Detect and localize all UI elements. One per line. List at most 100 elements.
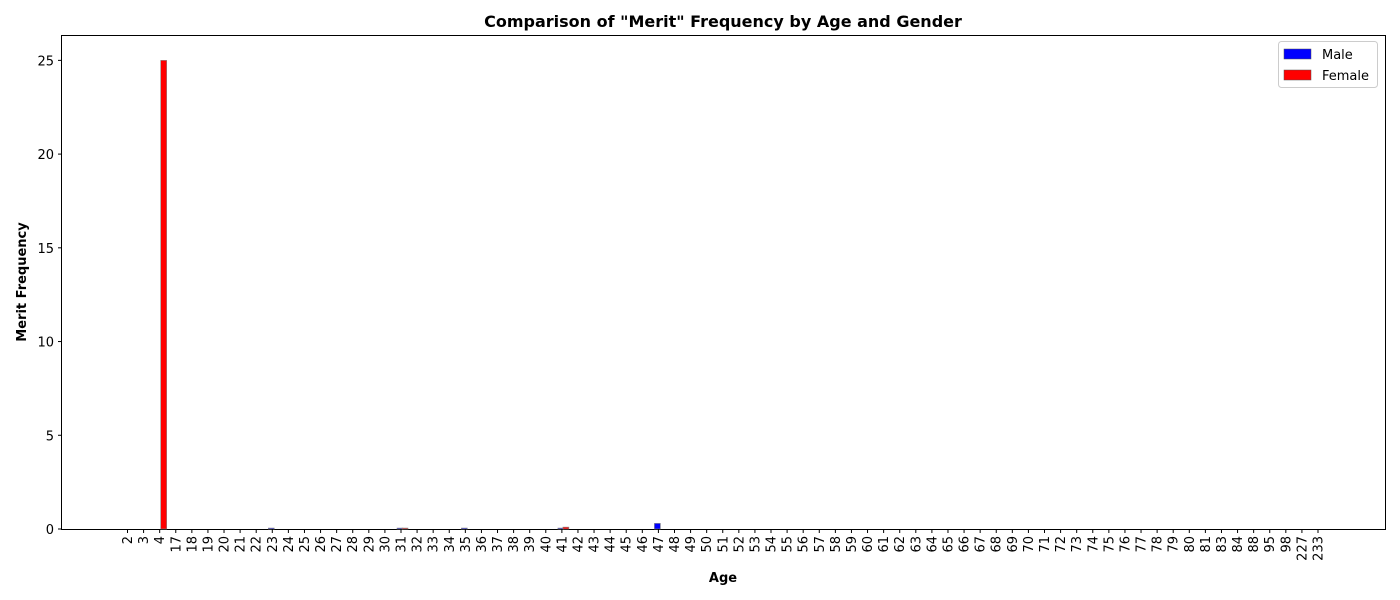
x-tick-label: 39 [523, 536, 538, 553]
legend-swatch-male [1283, 48, 1312, 60]
x-tick-label: 84 [1231, 536, 1246, 553]
x-tick-label: 61 [877, 536, 892, 553]
x-tick-label: 74 [1086, 536, 1101, 553]
x-tick-label: 38 [507, 536, 522, 553]
y-tick-label: 5 [46, 429, 54, 444]
x-tick-label: 233 [1312, 536, 1327, 561]
bar-male-47 [654, 523, 661, 530]
y-tick-label: 10 [37, 336, 54, 351]
plot-area [61, 35, 1386, 530]
legend-label-male: Male [1322, 48, 1353, 63]
x-tick-label: 32 [411, 536, 426, 553]
bar-female-4 [160, 60, 167, 530]
bar-female-31 [401, 527, 409, 530]
x-tick-label: 28 [346, 536, 361, 553]
legend-swatch-female [1283, 69, 1312, 81]
x-tick-label: 63 [909, 536, 924, 553]
x-tick-label: 26 [314, 536, 329, 553]
x-tick-label: 19 [201, 536, 216, 553]
x-tick-label: 20 [218, 536, 233, 553]
x-tick-label: 27 [330, 536, 345, 553]
y-axis: 0 5 10 15 20 25 [37, 54, 62, 538]
x-tick-label: 29 [362, 536, 377, 553]
x-tick-label: 31 [394, 536, 409, 553]
x-tick-label: 56 [797, 536, 812, 553]
x-tick-label: 3 [137, 536, 152, 544]
y-axis-label: Merit Frequency [15, 222, 30, 342]
x-tick-label: 227 [1295, 536, 1310, 561]
chart-title: Comparison of "Merit" Frequency by Age a… [484, 12, 962, 31]
bar-male-23 [267, 527, 275, 530]
x-tick-label: 51 [716, 536, 731, 553]
x-tick-label: 73 [1070, 536, 1085, 553]
x-tick-label: 37 [491, 536, 506, 553]
x-tick-label: 69 [1006, 536, 1021, 553]
bar-male-35 [461, 527, 468, 530]
x-tick-label: 62 [893, 536, 908, 553]
x-tick-label: 48 [668, 536, 683, 553]
x-tick-label: 81 [1199, 536, 1214, 553]
x-tick-label: 24 [282, 536, 297, 553]
x-tick-label: 33 [427, 536, 442, 553]
x-tick-label: 53 [748, 536, 763, 553]
x-tick-label: 45 [620, 536, 635, 553]
x-tick-label: 70 [1022, 536, 1037, 553]
x-axis-label: Age [709, 571, 737, 586]
x-tick-label: 57 [813, 536, 828, 553]
x-tick-label: 49 [684, 536, 699, 553]
x-tick-label: 60 [861, 536, 876, 553]
x-tick-label: 75 [1102, 536, 1117, 553]
x-tick-label: 46 [636, 536, 651, 553]
y-tick-label: 25 [37, 54, 54, 69]
x-tick-label: 98 [1279, 536, 1294, 553]
x-tick-label: 44 [604, 536, 619, 553]
y-tick-label: 20 [37, 148, 54, 163]
x-tick-label: 72 [1054, 536, 1069, 553]
legend-label-female: Female [1322, 69, 1369, 84]
x-tick-label: 78 [1151, 536, 1166, 553]
y-tick-label: 0 [46, 523, 54, 538]
x-tick-label: 95 [1263, 536, 1278, 553]
x-tick-label: 43 [588, 536, 603, 553]
x-tick-label: 23 [266, 536, 281, 553]
x-tick-label: 50 [700, 536, 715, 553]
x-tick-label: 40 [539, 536, 554, 553]
x-tick-label: 18 [185, 536, 200, 553]
x-tick-label: 83 [1215, 536, 1230, 553]
x-tick-label: 4 [153, 536, 168, 544]
x-tick-label: 76 [1118, 536, 1133, 553]
bars-group [160, 60, 661, 530]
x-tick-label: 64 [925, 536, 940, 553]
x-tick-label: 47 [652, 536, 667, 553]
x-tick-label: 2 [121, 536, 136, 544]
x-tick-label: 25 [298, 536, 313, 553]
x-tick-label: 36 [475, 536, 490, 553]
x-tick-label: 35 [459, 536, 474, 553]
x-tick-label: 52 [732, 536, 747, 553]
x-tick-label: 22 [250, 536, 265, 553]
x-tick-label: 67 [974, 536, 989, 553]
bar-female-41 [562, 526, 570, 530]
x-tick-label: 34 [443, 536, 458, 553]
legend: Male Female [1278, 41, 1378, 88]
x-tick-label: 30 [378, 536, 393, 553]
y-tick-label: 15 [37, 242, 54, 257]
x-tick-label: 68 [990, 536, 1005, 553]
x-tick-label: 17 [169, 536, 184, 553]
x-tick-label: 58 [829, 536, 844, 553]
x-tick-label: 41 [555, 536, 570, 553]
x-tick-label: 65 [941, 536, 956, 553]
x-tick-label: 71 [1038, 536, 1053, 553]
x-tick-label: 54 [765, 536, 780, 553]
x-tick-label: 80 [1183, 536, 1198, 553]
x-tick-label: 55 [781, 536, 796, 553]
x-axis: 2 3 4 17 18 19 20 21 22 23 24 25 26 27 28 29 30 31 32 33 34 3… [121, 529, 1327, 561]
x-tick-label: 42 [571, 536, 586, 553]
x-tick-label: 66 [958, 536, 973, 553]
x-tick-label: 79 [1167, 536, 1182, 553]
x-tick-label: 21 [234, 536, 249, 553]
x-tick-label: 77 [1135, 536, 1150, 553]
x-tick-label: 59 [845, 536, 860, 553]
x-tick-label: 88 [1247, 536, 1262, 553]
